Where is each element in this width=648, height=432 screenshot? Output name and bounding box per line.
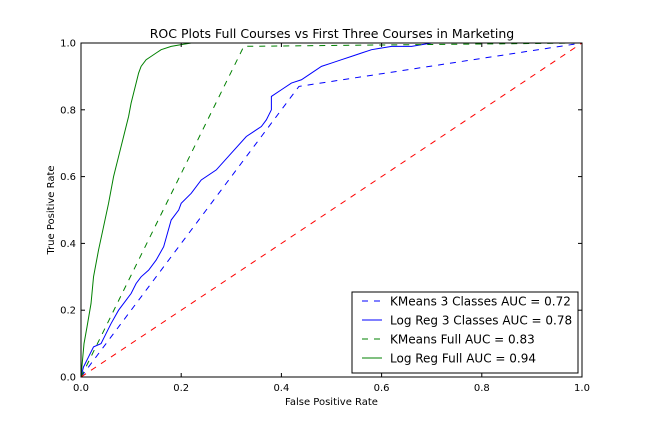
x-tick-label: 0.2 bbox=[173, 383, 189, 394]
y-tick-label: 0.8 bbox=[60, 105, 76, 116]
chart-title: ROC Plots Full Courses vs First Three Co… bbox=[150, 26, 514, 41]
series-line-4 bbox=[81, 43, 582, 377]
x-tick-label: 0.8 bbox=[474, 383, 490, 394]
y-axis-label: True Positive Rate bbox=[46, 165, 57, 255]
legend: KMeans 3 Classes AUC = 0.72 Log Reg 3 Cla… bbox=[351, 291, 579, 374]
y-tick-label: 0.6 bbox=[60, 172, 76, 183]
x-tick-label: 0.0 bbox=[73, 383, 89, 394]
series-layer bbox=[81, 43, 582, 377]
x-tick-label: 0.6 bbox=[374, 383, 390, 394]
series-line-3 bbox=[81, 43, 582, 377]
legend-box bbox=[351, 291, 579, 374]
legend-label: Log Reg Full AUC = 0.94 bbox=[390, 352, 536, 366]
axis-ticks: 0.0 0.2 0.4 0.6 0.8 1.0 0.0 0.2 0.4 0.6 0.8 1.0 bbox=[60, 39, 590, 395]
legend-label: KMeans Full AUC = 0.83 bbox=[390, 333, 535, 347]
legend-label: KMeans 3 Classes AUC = 0.72 bbox=[390, 295, 571, 309]
y-tick-label: 0.2 bbox=[60, 306, 76, 317]
legend-label: Log Reg 3 Classes AUC = 0.78 bbox=[390, 314, 572, 328]
series-line-1 bbox=[81, 43, 582, 377]
y-tick-label: 1.0 bbox=[60, 39, 76, 50]
series-line-0 bbox=[81, 43, 582, 377]
x-tick-label: 1.0 bbox=[574, 383, 590, 394]
x-axis-label: False Positive Rate bbox=[285, 397, 378, 408]
y-tick-label: 0.4 bbox=[60, 239, 76, 250]
x-tick-label: 0.4 bbox=[273, 383, 289, 394]
series-line-2 bbox=[81, 43, 582, 377]
y-tick-label: 0.0 bbox=[60, 373, 76, 384]
plot-frame bbox=[80, 42, 583, 378]
